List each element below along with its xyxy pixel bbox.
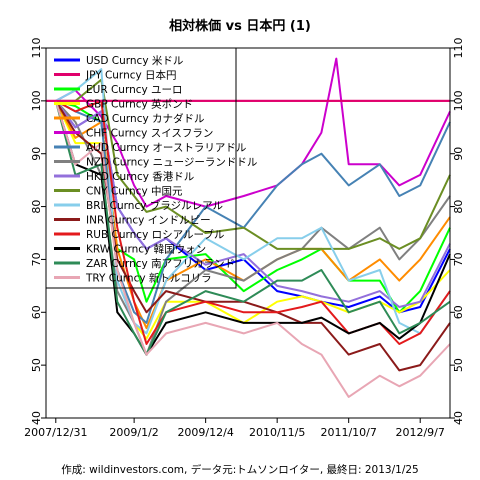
legend-entry: NZD Curncy ニュージーランドドル: [86, 157, 257, 169]
x-tick-label: 2012/9/7: [395, 426, 444, 439]
y-axis-left: 40 50 60 70 80 90 100 110: [30, 38, 46, 425]
legend-entry: JPY Curncy 日本円: [85, 69, 177, 82]
series-line-10: [55, 68, 451, 335]
x-tick-label: 2009/1/2: [109, 426, 158, 439]
legend-entry: BRL Curncy ブラジルレアル: [86, 199, 223, 212]
series-line-14: [54, 100, 451, 356]
legend-entry: USD Curncy 米ドル: [86, 54, 183, 67]
y-tick-label-left: 60: [30, 305, 43, 319]
series-line-15: [54, 100, 451, 398]
legend-entry: CAD Curncy カナダドル: [86, 112, 205, 125]
chart-caption: 作成: wildinvestors.com, データ元:トムソンロイター, 最終…: [61, 463, 418, 476]
legend-entry: CNY Curncy 中国元: [86, 185, 183, 198]
x-tick-label: 2007/12/31: [24, 426, 87, 439]
legend-entry: KRW Curncy 韓国ウォン: [86, 244, 206, 256]
legend-entry: TRY Curncy 新トルコリラ: [85, 272, 212, 285]
legend-entry: AUD Curncy オーストラリアドル: [86, 142, 246, 154]
series-line-8: [54, 100, 451, 308]
x-tick-label: 2010/11/5: [249, 426, 305, 439]
y-axis-right: 40 50 60 70 80 90 100 110: [450, 38, 465, 425]
y-tick-label-left: 40: [30, 411, 43, 425]
y-tick-label-right: 90: [452, 147, 465, 161]
y-tick-label-right: 70: [452, 252, 465, 266]
legend-entry: CHF Curncy スイスフラン: [86, 128, 213, 140]
series-line-12: [55, 99, 451, 345]
y-tick-label-left: 70: [30, 252, 43, 266]
legend-box: [45, 47, 237, 289]
chart-title: 相対株価 vs 日本円 (1): [169, 18, 311, 34]
y-tick-label-left: 110: [30, 38, 43, 59]
legend-entry: EUR Curncy ユーロ: [86, 84, 183, 96]
y-tick-label-right: 80: [452, 200, 465, 214]
legend-entry: GBP Curncy 英ポンド: [86, 98, 193, 111]
x-tick-label: 2009/12/4: [177, 426, 233, 439]
y-tick-label-left: 80: [30, 200, 43, 214]
y-tick-label-right: 100: [452, 90, 465, 111]
x-tick-label: 2011/10/7: [320, 426, 376, 439]
series-line-9: [55, 78, 451, 250]
y-tick-label-right: 60: [452, 305, 465, 319]
legend-entry: INR Curncy インドルピー: [86, 215, 211, 227]
y-tick-label-left: 50: [30, 358, 43, 372]
series-line-13: [54, 100, 451, 356]
y-tick-label-left: 100: [30, 90, 43, 111]
legend-entry: ZAR Curncy 南アフリカランド: [86, 257, 235, 270]
legend: USD Curncy 米ドル JPY Curncy 日本円 EUR Curncy ユ…: [45, 47, 257, 289]
legend-entry: RUB Curncy ロシアルーブル: [86, 228, 224, 241]
y-tick-label-right: 40: [452, 411, 465, 425]
x-axis: 2007/12/31 2009/1/2 2009/12/4 2010/11/5 2011…: [24, 417, 445, 439]
y-tick-label-left: 90: [30, 147, 43, 161]
y-tick-label-right: 50: [452, 358, 465, 372]
legend-entry: HKD Curncy 香港ドル: [86, 171, 194, 183]
y-tick-label-right: 110: [452, 38, 465, 59]
